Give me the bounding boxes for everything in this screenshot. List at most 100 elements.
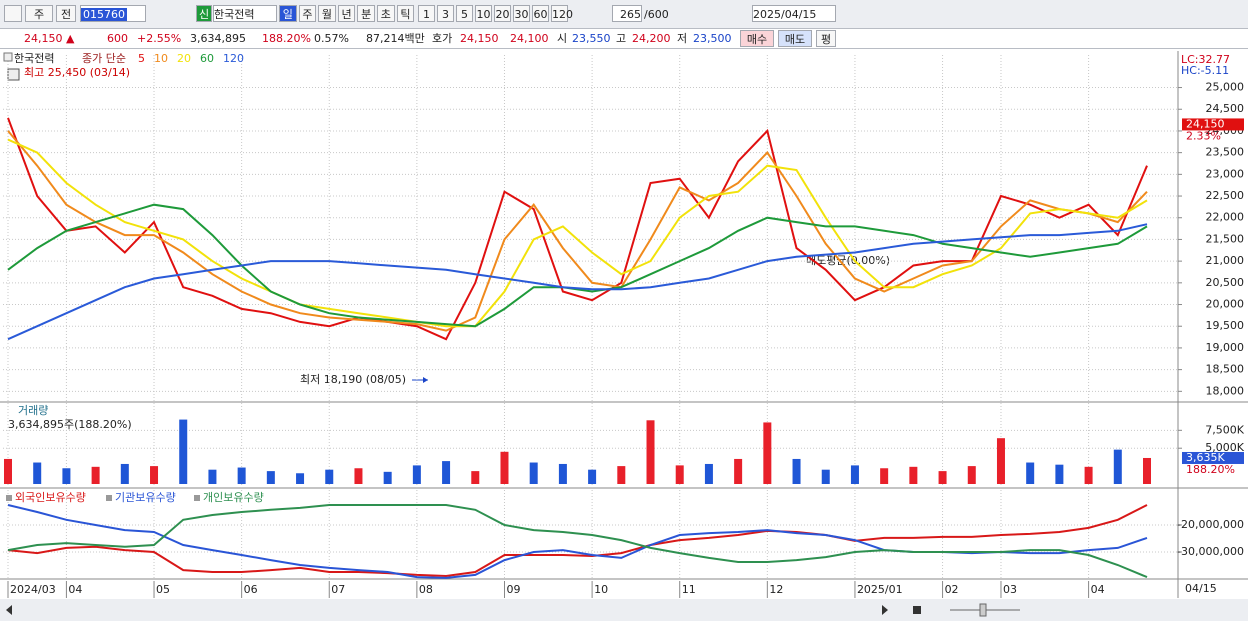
date-input[interactable]: 2025/04/15 — [752, 5, 836, 22]
interval-tab[interactable]: 60 — [532, 5, 549, 22]
high: 24,200 — [632, 32, 671, 45]
series-line — [7, 130, 1148, 332]
volume-bar — [208, 469, 217, 484]
ask: 24,150 — [460, 32, 499, 45]
volume-bar — [296, 473, 305, 484]
volume-bar — [646, 420, 655, 484]
zoom-thumb[interactable] — [979, 603, 987, 617]
volume-bar — [179, 419, 188, 484]
legend-swatch — [194, 495, 200, 501]
scroll-right[interactable] — [882, 605, 888, 615]
interval-tab[interactable]: 5 — [456, 5, 473, 22]
market-select[interactable]: 주 — [25, 5, 53, 22]
scroll-left[interactable] — [6, 605, 12, 615]
volume-bar — [412, 465, 421, 484]
volume-bar — [4, 458, 12, 484]
volume-bar — [734, 458, 743, 484]
current-sub: 188.20% — [1186, 463, 1235, 476]
y-tick-label: 21,500 — [1206, 232, 1245, 245]
y-tick-label: 22,500 — [1206, 189, 1245, 202]
interval-tab[interactable]: 1 — [418, 5, 435, 22]
period-tab[interactable]: 일 — [279, 5, 297, 22]
y-tick-label: 23,500 — [1206, 146, 1245, 159]
hc-label: HC:-5.11 — [1181, 64, 1229, 77]
interval-tab[interactable]: 120 — [551, 5, 573, 22]
volume-bar — [442, 461, 451, 484]
code-input[interactable]: 015760 — [80, 5, 146, 22]
volume-bar — [354, 468, 363, 484]
legend-swatch — [6, 495, 12, 501]
legend-entry: 20 — [177, 52, 191, 65]
volume-bar — [1026, 462, 1035, 484]
y-tick-label: 25,000 — [1206, 81, 1245, 94]
y-tick-label: 5,000K — [1205, 441, 1244, 454]
legend-entry: 120 — [223, 52, 244, 65]
volume-bar — [1113, 449, 1122, 484]
interval-tab[interactable]: 3 — [437, 5, 454, 22]
panel-title: 한국전력 — [14, 52, 54, 65]
interval-tab[interactable]: 30 — [513, 5, 530, 22]
x-tick-label: 09 — [506, 583, 520, 596]
high-icon — [7, 68, 20, 81]
scrollbar[interactable] — [0, 599, 1248, 621]
period-tab[interactable]: 분 — [357, 5, 375, 22]
count[interactable]: 265 — [612, 5, 642, 22]
volume-bar — [1143, 457, 1151, 484]
high-note: 최고 25,450 (03/14) — [24, 66, 130, 79]
legend-entry: 60 — [200, 52, 214, 65]
y-tick-label: -30,000,000 — [1177, 545, 1244, 558]
x-tick-label: 10 — [594, 583, 608, 596]
legend-entry: 5 — [138, 52, 145, 65]
volume-bar — [675, 465, 684, 484]
low-note: 최저 18,190 (08/05) — [300, 373, 406, 386]
stop-button[interactable] — [913, 606, 921, 614]
volume: 3,634,895 — [190, 32, 246, 45]
interval-tab[interactable]: 10 — [475, 5, 492, 22]
volume-bar — [850, 465, 859, 484]
volume-bar — [1084, 466, 1093, 484]
buy-button[interactable]: 매수 — [740, 30, 774, 47]
y-tick-label: 18,000 — [1206, 384, 1245, 397]
x-tick-label: 12 — [769, 583, 783, 596]
prev-button[interactable]: 전 — [56, 5, 76, 22]
period-tab[interactable]: 초 — [377, 5, 395, 22]
trade-note: 매도평균(0.00%) — [806, 254, 890, 267]
period-tab[interactable]: 년 — [337, 5, 356, 22]
volume-bar — [821, 469, 830, 484]
change: 600 — [107, 32, 128, 45]
y-tick-label: 23,000 — [1206, 167, 1245, 180]
y-tick-label: 19,000 — [1206, 341, 1245, 354]
volume-bar — [529, 462, 538, 484]
volume-bar — [704, 463, 713, 484]
open: 23,550 — [572, 32, 611, 45]
volume-bar — [120, 463, 129, 484]
legend-entry: 개인보유수량 — [203, 491, 264, 504]
period-tab[interactable]: 틱 — [396, 5, 415, 22]
low-arrow-head — [423, 377, 428, 383]
amount: 87,214백만 — [366, 32, 425, 45]
code: 015760 — [81, 8, 127, 21]
legend-swatch — [106, 495, 112, 501]
change-pct: +2.55% — [137, 32, 182, 45]
series-line — [7, 203, 1148, 328]
ask-label: 호가 — [432, 32, 453, 45]
sell-button[interactable]: 매도 — [778, 30, 812, 47]
x-tick-label: 02 — [945, 583, 959, 596]
last-date: 04/15 — [1185, 582, 1217, 595]
y-tick-label: 18,500 — [1206, 363, 1245, 376]
interval-tab[interactable]: 20 — [494, 5, 511, 22]
avg-button[interactable]: 평 — [816, 30, 836, 47]
series-line — [7, 117, 1148, 341]
high-label: 고 — [616, 32, 627, 45]
period-tab[interactable]: 월 — [318, 5, 336, 22]
x-tick-label: 07 — [331, 583, 345, 596]
legend-entry: 기관보유수량 — [115, 491, 176, 504]
menu-icon[interactable] — [4, 5, 22, 22]
legend-box — [3, 52, 13, 62]
period-tab[interactable]: 주 — [298, 5, 317, 22]
volume-bar — [558, 463, 567, 484]
count-max: /600 — [644, 8, 669, 21]
y-tick-label: 20,000 — [1206, 298, 1245, 311]
volume-bar — [471, 471, 480, 484]
